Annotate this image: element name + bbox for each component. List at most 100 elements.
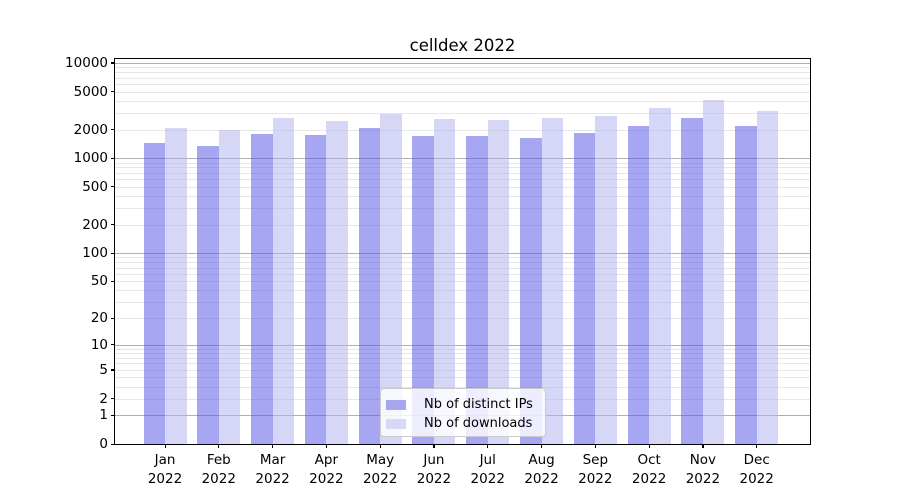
- y-tick-mark-10000: [111, 62, 115, 64]
- gridline-minor-7: [115, 357, 810, 359]
- gridline-minor-8: [115, 353, 810, 355]
- y-tick-mark-100: [111, 252, 115, 254]
- gridline-minor-800: [115, 167, 810, 169]
- x-tick-label-jan: Jan 2022: [147, 452, 183, 487]
- bar-downloads-jan: [165, 128, 187, 444]
- gridline-minor-500: [115, 186, 810, 188]
- bar-distinct-ips-jun: [412, 135, 434, 444]
- y-tick-label-5: 5: [99, 361, 108, 378]
- gridline-minor-3: [115, 386, 810, 388]
- bar-downloads-jun: [433, 118, 456, 444]
- y-tick-mark-500: [111, 186, 115, 188]
- legend-label-distinct-ips: Nb of distinct IPs: [424, 397, 533, 412]
- bar-distinct-ips-mar: [251, 134, 273, 444]
- gridline-minor-7000: [115, 77, 810, 79]
- bar-distinct-ips-jan: [143, 143, 165, 444]
- x-tick-mark-jun: [433, 444, 435, 448]
- y-tick-label-100: 100: [82, 245, 108, 262]
- y-tick-label-0: 0: [99, 436, 108, 452]
- gridline-minor-6000: [115, 84, 810, 86]
- gridline-minor-90: [115, 257, 810, 259]
- gridline-minor-20: [115, 318, 810, 320]
- gridline-minor-5000: [115, 91, 810, 93]
- x-tick-label-nov: Nov 2022: [685, 452, 721, 487]
- gridline-minor-30: [115, 301, 810, 303]
- bar-distinct-ips-aug: [520, 137, 542, 444]
- legend-row-downloads: Nb of downloads: [386, 414, 545, 433]
- y-tick-label-5000: 5000: [73, 83, 108, 100]
- gridline-major-10000: [115, 62, 810, 64]
- bar-downloads-feb: [218, 129, 241, 444]
- gridline-minor-8000: [115, 72, 810, 74]
- y-tick-label-1: 1: [99, 407, 108, 424]
- gridline-minor-70: [115, 267, 810, 269]
- y-tick-mark-10: [111, 344, 115, 346]
- gridline-minor-6: [115, 363, 810, 365]
- bar-downloads-apr: [326, 121, 348, 444]
- y-tick-mark-1: [111, 414, 115, 416]
- y-tick-mark-5000: [111, 91, 115, 93]
- bar-distinct-ips-dec: [735, 126, 757, 444]
- y-tick-mark-50: [111, 280, 115, 283]
- bar-downloads-aug: [541, 118, 564, 444]
- bar-downloads-mar: [272, 118, 295, 444]
- gridline-minor-9: [115, 348, 810, 350]
- y-tick-mark-5: [111, 369, 115, 371]
- x-tick-label-apr: Apr 2022: [309, 452, 344, 487]
- x-tick-mark-jul: [487, 444, 489, 448]
- gridline-major-10: [115, 344, 810, 346]
- legend-swatch-downloads-icon: [386, 418, 406, 429]
- y-tick-mark-0: [111, 443, 115, 445]
- gridline-minor-600: [115, 179, 810, 181]
- gridline-minor-2000: [115, 129, 810, 131]
- y-tick-label-2000: 2000: [73, 121, 108, 138]
- gridline-minor-300: [115, 207, 810, 209]
- y-tick-mark-1000: [111, 157, 115, 159]
- legend-swatch-distinct-ips-icon: [386, 399, 406, 410]
- y-tick-label-200: 200: [82, 216, 108, 233]
- gridline-minor-4000: [115, 100, 810, 102]
- y-tick-label-20: 20: [90, 310, 108, 327]
- bar-distinct-ips-nov: [681, 118, 703, 444]
- x-tick-mark-aug: [541, 444, 543, 448]
- x-tick-label-mar: Mar 2022: [255, 452, 290, 487]
- gridline-minor-50: [115, 281, 810, 283]
- x-tick-mark-oct: [648, 444, 650, 448]
- gridline-minor-400: [115, 196, 810, 198]
- x-tick-mark-feb: [218, 444, 220, 448]
- y-tick-label-2: 2: [99, 390, 108, 407]
- x-tick-label-may: May 2022: [362, 452, 398, 487]
- y-tick-mark-20: [111, 317, 115, 319]
- x-tick-mark-dec: [756, 444, 758, 448]
- gridline-minor-200: [115, 224, 810, 226]
- chart-title: celldex 2022: [409, 36, 516, 55]
- gridline-minor-60: [115, 273, 810, 275]
- x-tick-label-sep: Sep 2022: [578, 452, 613, 487]
- x-tick-label-jun: Jun 2022: [416, 452, 452, 487]
- x-tick-label-aug: Aug 2022: [524, 452, 559, 487]
- x-tick-label-oct: Oct 2022: [631, 452, 667, 487]
- x-tick-mark-nov: [702, 444, 704, 448]
- x-tick-mark-may: [379, 444, 381, 448]
- legend-label-downloads: Nb of downloads: [424, 416, 533, 431]
- bar-downloads-nov: [702, 99, 725, 444]
- bar-distinct-ips-oct: [627, 125, 650, 444]
- bar-downloads-dec: [756, 110, 779, 444]
- bar-distinct-ips-apr: [304, 134, 327, 444]
- y-tick-label-10000: 10000: [65, 54, 108, 71]
- bar-distinct-ips-sep: [573, 132, 596, 444]
- gridline-minor-80: [115, 262, 810, 264]
- legend-row-distinct-ips: Nb of distinct IPs: [386, 395, 545, 414]
- gridline-minor-40: [115, 290, 810, 292]
- y-tick-label-1000: 1000: [73, 150, 108, 167]
- x-tick-label-dec: Dec 2022: [739, 452, 774, 487]
- gridline-minor-4: [115, 377, 810, 379]
- bar-downloads-oct: [649, 108, 671, 444]
- x-tick-mark-jan: [164, 444, 166, 448]
- x-tick-mark-apr: [325, 444, 328, 448]
- bar-downloads-may: [380, 113, 402, 444]
- bar-downloads-sep: [595, 116, 617, 444]
- y-tick-label-10: 10: [90, 336, 108, 353]
- gridline-minor-900: [115, 162, 810, 164]
